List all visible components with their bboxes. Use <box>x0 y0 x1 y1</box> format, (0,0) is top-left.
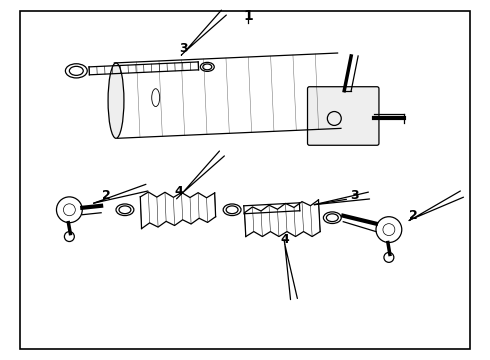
Text: 3: 3 <box>350 189 359 202</box>
Ellipse shape <box>152 89 160 107</box>
Text: 3: 3 <box>179 41 188 54</box>
Ellipse shape <box>108 63 124 138</box>
Text: 2: 2 <box>102 189 110 202</box>
Text: 4: 4 <box>174 185 183 198</box>
Text: 2: 2 <box>409 209 418 222</box>
Text: 4: 4 <box>280 233 289 246</box>
Text: 1: 1 <box>243 9 253 23</box>
FancyBboxPatch shape <box>308 87 379 145</box>
